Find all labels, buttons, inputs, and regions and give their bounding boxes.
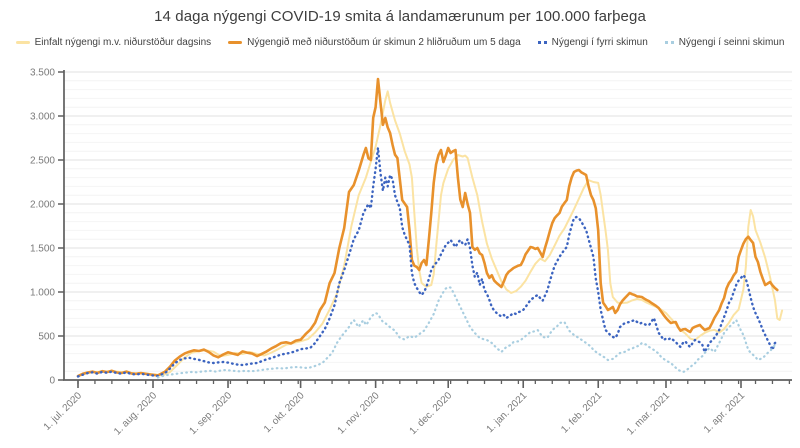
- series-dash-icon: [15, 41, 30, 44]
- legend-item-label: Einfalt nýgengi m.v. niðurstöður dagsins: [34, 37, 212, 48]
- legend-item-seinni-skimun[interactable]: Nýgengi í seinni skimun: [664, 37, 785, 48]
- y-axis-tick-label: 1.500: [30, 244, 55, 255]
- y-axis-tick-label: 0: [49, 376, 55, 387]
- x-axis-tick-label: 1. nov. 2020: [336, 390, 382, 436]
- legend: Einfalt nýgengi m.v. niðurstöður dagsins…: [0, 37, 800, 48]
- x-axis-tick-label: 1. jul. 2020: [42, 390, 85, 433]
- x-axis-tick-label: 1. dec. 2020: [408, 390, 455, 437]
- legend-item-label: Nýgengið með niðurstöðum úr skimun 2 hli…: [247, 37, 521, 48]
- chart-title: 14 daga nýgengi COVID-19 smita á landamæ…: [154, 8, 646, 25]
- series-line-1: [76, 77, 779, 378]
- x-axis-tick-label: 1. okt. 2020: [262, 390, 307, 435]
- series-line-3: [156, 285, 776, 379]
- legend-item-label: Nýgengi í seinni skimun: [678, 37, 785, 48]
- x-axis-tick-label: 1. jan. 2021: [485, 390, 530, 435]
- y-axis-tick-label: 2.500: [30, 156, 55, 167]
- y-axis-tick-label: 3.500: [30, 68, 55, 79]
- x-axis-tick-label: 1. apr. 2021: [702, 390, 747, 435]
- y-axis-tick-label: 1.000: [30, 288, 55, 299]
- x-axis-tick-label: 1. sep. 2020: [187, 390, 234, 437]
- x-axis-tick-label: 1. aug. 2020: [112, 390, 159, 437]
- series-line-2: [76, 146, 779, 378]
- legend-item-nygengi-med-nidurstodum[interactable]: Nýgengið með niðurstöðum úr skimun 2 hli…: [228, 37, 521, 48]
- legend-item-fyrri-skimun[interactable]: Nýgengi í fyrri skimun: [537, 37, 648, 48]
- legend-item-einfalt-nygengi[interactable]: Einfalt nýgengi m.v. niðurstöður dagsins: [15, 37, 212, 48]
- x-axis-tick-label: 1. mar. 2021: [625, 390, 672, 437]
- series-dots-icon: [537, 41, 547, 44]
- legend-item-label: Nýgengi í fyrri skimun: [551, 37, 648, 48]
- series-dash-icon: [228, 41, 243, 44]
- series-dots-icon: [664, 41, 674, 44]
- y-axis-tick-label: 2.000: [30, 200, 55, 211]
- y-axis-tick-label: 500: [38, 332, 55, 343]
- y-axis-tick-label: 3.000: [30, 112, 55, 123]
- x-axis-tick-label: 1. feb. 2021: [559, 390, 604, 435]
